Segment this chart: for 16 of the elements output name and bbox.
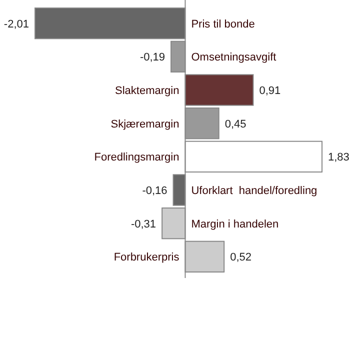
y-tick-label: Uforklart handel/foredling bbox=[191, 185, 318, 197]
data-label: -2,01 bbox=[4, 18, 29, 30]
data-label: -0,16 bbox=[142, 185, 168, 197]
y-tick-label: Margin i handelen bbox=[191, 218, 279, 230]
data-label: -0,31 bbox=[130, 218, 156, 230]
y-tick-label: Slaktemargin bbox=[115, 85, 180, 97]
data-label: -0,19 bbox=[140, 52, 166, 64]
data-label: 1,83 bbox=[328, 152, 349, 164]
data-label: 0,91 bbox=[259, 85, 281, 97]
y-tick-label: Skjæremargin bbox=[110, 118, 180, 130]
y-tick-label: Pris til bonde bbox=[191, 18, 255, 30]
y-tick-label: Omsetningsavgift bbox=[191, 52, 276, 64]
data-label: 0,45 bbox=[224, 118, 246, 130]
y-tick-label: Forbrukerpris bbox=[114, 252, 180, 264]
data-label: 0,52 bbox=[230, 252, 252, 264]
y-tick-label: Foredlingsmargin bbox=[94, 152, 180, 164]
